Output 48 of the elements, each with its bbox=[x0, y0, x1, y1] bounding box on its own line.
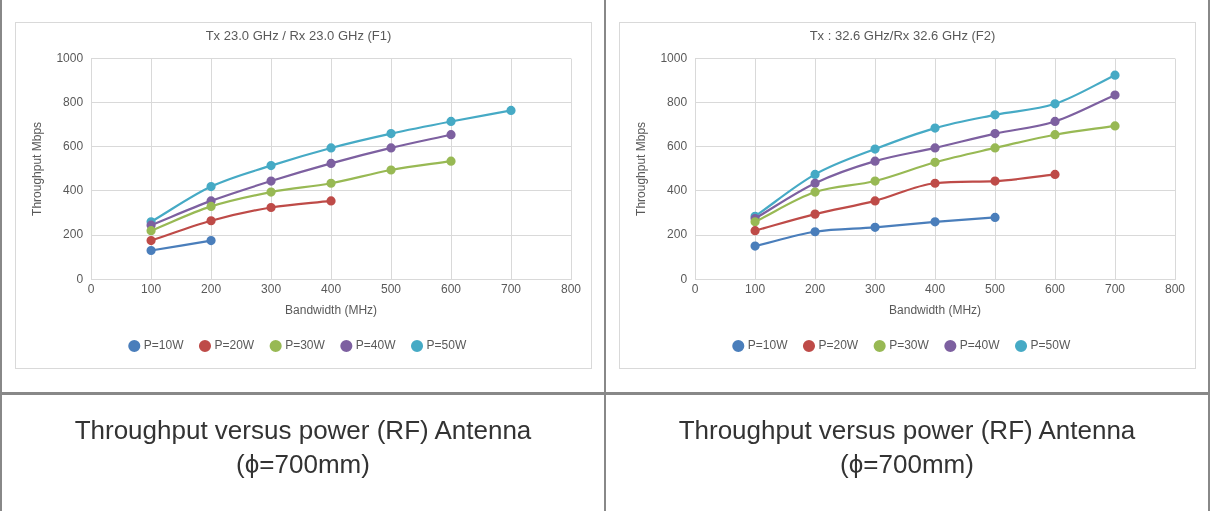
x-tick-label: 500 bbox=[984, 281, 1005, 296]
x-tick-label: 800 bbox=[560, 281, 581, 296]
x-tick-label: 700 bbox=[500, 281, 521, 296]
x-tick-label: 300 bbox=[260, 281, 281, 296]
legend-label: P=10W bbox=[143, 338, 184, 353]
y-tick-label: 600 bbox=[666, 139, 687, 154]
x-tick-label: 300 bbox=[864, 281, 885, 296]
x-tick-label: 700 bbox=[1104, 281, 1125, 296]
legend-label: P=30W bbox=[888, 338, 930, 353]
y-tick-label: 0 bbox=[75, 271, 83, 286]
y-tick-label: 400 bbox=[666, 183, 687, 198]
legend-label: P=20W bbox=[213, 338, 255, 353]
x-axis-title: Bandwidth (MHz) bbox=[888, 303, 981, 318]
x-tick-label: 400 bbox=[320, 281, 341, 296]
legend-label: P=10W bbox=[747, 338, 788, 353]
y-axis-title: Throughput Mbps bbox=[29, 121, 44, 216]
legend-label: P=40W bbox=[355, 338, 396, 353]
y-tick-label: 600 bbox=[62, 139, 83, 154]
chart-title: Tx : 32.6 GHz/Rx 32.6 GHz (F2) bbox=[809, 28, 995, 44]
legend-label: P=20W bbox=[817, 338, 859, 353]
y-tick-label: 200 bbox=[62, 227, 83, 242]
x-tick-label: 400 bbox=[924, 281, 945, 296]
y-tick-label: 200 bbox=[666, 227, 687, 242]
x-tick-label: 800 bbox=[1164, 281, 1185, 296]
text: Throughput versus power (RF) Antenna (ϕ=700mm) bbox=[73, 414, 533, 481]
y-tick-label: 400 bbox=[62, 183, 83, 198]
x-tick-label: 100 bbox=[140, 281, 161, 296]
text: Throughput versus power (RF) Antenna (ϕ=700mm) bbox=[677, 414, 1137, 481]
y-axis-title: Throughput Mbps bbox=[633, 121, 648, 216]
x-tick-label: 600 bbox=[1044, 281, 1065, 296]
x-tick-label: 0 bbox=[691, 281, 699, 296]
y-tick-label: 800 bbox=[62, 95, 83, 110]
y-tick-label: 800 bbox=[666, 95, 687, 110]
y-tick-label: 1000 bbox=[55, 50, 83, 65]
x-tick-label: 200 bbox=[200, 281, 221, 296]
x-tick-label: 500 bbox=[380, 281, 401, 296]
chart-title: Tx 23.0 GHz / Rx 23.0 GHz (F1) bbox=[205, 28, 391, 44]
x-tick-label: 0 bbox=[87, 281, 95, 296]
legend-label: P=50W bbox=[1030, 338, 1071, 353]
y-tick-label: 0 bbox=[679, 271, 687, 286]
x-tick-label: 200 bbox=[804, 281, 825, 296]
legend-label: P=40W bbox=[959, 338, 1000, 353]
x-axis-title: Bandwidth (MHz) bbox=[284, 303, 377, 318]
x-tick-label: 600 bbox=[440, 281, 461, 296]
legend-label: P=30W bbox=[284, 338, 326, 353]
x-tick-label: 100 bbox=[744, 281, 765, 296]
y-tick-label: 1000 bbox=[659, 50, 687, 65]
legend-label: P=50W bbox=[426, 338, 467, 353]
